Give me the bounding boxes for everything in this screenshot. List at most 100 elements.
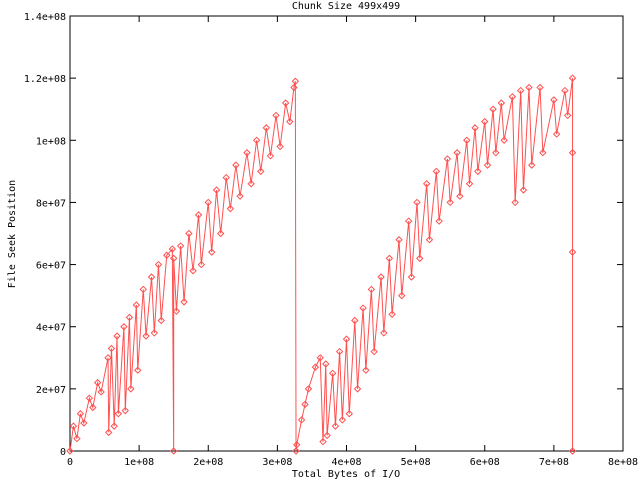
- data-point: [322, 360, 330, 368]
- series-path: [69, 78, 574, 452]
- data-point: [568, 447, 577, 455]
- plot-border: [69, 15, 624, 452]
- series-line: [66, 74, 577, 455]
- data-point: [536, 83, 544, 92]
- data-point: [405, 217, 413, 225]
- data-point: [435, 217, 443, 225]
- data-point: [154, 260, 163, 269]
- data-point: [413, 198, 421, 207]
- data-point: [359, 304, 367, 312]
- x-tick-label: 0: [67, 457, 73, 468]
- data-point: [539, 149, 547, 157]
- data-point: [345, 410, 353, 418]
- data-point: [316, 354, 324, 362]
- data-point: [291, 77, 300, 85]
- data-point: [281, 99, 290, 107]
- data-point: [276, 142, 284, 151]
- y-tick-label: 2e+07: [36, 385, 66, 396]
- x-tick-label: 5e+08: [401, 457, 431, 468]
- data-point: [93, 378, 102, 387]
- data-point: [561, 86, 569, 95]
- data-point: [105, 428, 113, 437]
- data-point: [232, 161, 240, 169]
- data-point: [342, 335, 351, 343]
- data-point: [121, 406, 130, 415]
- data-point: [189, 267, 197, 275]
- data-point: [370, 347, 378, 356]
- data-point: [463, 136, 471, 144]
- data-point: [353, 385, 362, 393]
- data-point: [328, 369, 337, 378]
- data-point: [483, 161, 492, 169]
- data-point: [489, 105, 497, 113]
- data-point: [142, 332, 150, 340]
- data-point: [331, 422, 340, 430]
- data-point: [169, 254, 178, 263]
- data-point: [416, 254, 424, 263]
- y-tick-label: 0: [60, 447, 66, 458]
- data-point: [568, 74, 577, 82]
- data-point: [197, 260, 206, 269]
- data-point: [194, 211, 203, 219]
- data-point: [292, 447, 300, 455]
- data-point: [516, 86, 525, 95]
- data-point: [73, 434, 81, 443]
- data-point: [453, 149, 461, 157]
- data-point: [132, 301, 141, 309]
- data-point: [456, 192, 464, 200]
- x-tick-label: 2e+08: [193, 457, 223, 468]
- data-point: [293, 441, 301, 449]
- data-point: [252, 136, 261, 144]
- data-point: [443, 155, 452, 163]
- x-tick-label: 6e+08: [470, 457, 500, 468]
- data-point: [176, 242, 185, 250]
- data-point: [226, 204, 235, 213]
- data-point: [163, 251, 171, 259]
- data-point: [113, 332, 121, 340]
- data-point: [168, 245, 177, 253]
- data-point: [471, 124, 479, 132]
- data-point: [311, 363, 320, 371]
- data-point: [407, 273, 416, 281]
- data-point: [110, 422, 118, 430]
- data-point: [367, 285, 376, 294]
- data-point: [550, 96, 558, 104]
- y-tick-label: 6e+07: [36, 261, 66, 272]
- data-point: [528, 161, 536, 169]
- data-point: [127, 385, 135, 393]
- data-point: [272, 111, 280, 120]
- data-point: [568, 149, 577, 157]
- data-point: [125, 313, 134, 322]
- data-point: [519, 186, 528, 194]
- data-point: [552, 130, 561, 138]
- data-point: [338, 416, 347, 424]
- y-axis-label: File Seek Position: [7, 180, 18, 288]
- data-point: [139, 285, 147, 294]
- data-point: [157, 316, 165, 325]
- data-point: [474, 167, 482, 176]
- data-point: [380, 329, 388, 337]
- data-point: [134, 366, 142, 374]
- data-point: [97, 388, 105, 396]
- data-point: [563, 111, 572, 120]
- y-tick-label: 1.2e+08: [24, 74, 66, 85]
- data-point: [525, 83, 533, 92]
- x-tick-label: 3e+08: [262, 457, 292, 468]
- data-point: [398, 291, 406, 300]
- data-point: [297, 416, 306, 424]
- y-tick-label: 1.4e+08: [24, 12, 66, 23]
- data-point: [120, 323, 128, 331]
- y-tick-label: 4e+07: [36, 323, 66, 334]
- data-point: [257, 167, 265, 176]
- x-tick-label: 1e+08: [124, 457, 154, 468]
- data-point: [511, 198, 519, 207]
- data-point: [446, 198, 454, 207]
- data-point: [388, 310, 396, 318]
- data-point: [114, 410, 123, 418]
- data-point: [107, 344, 116, 353]
- data-point: [319, 437, 327, 446]
- chart-title: Chunk Size 499x499: [292, 1, 400, 12]
- data-point: [185, 229, 193, 238]
- data-point: [377, 273, 385, 281]
